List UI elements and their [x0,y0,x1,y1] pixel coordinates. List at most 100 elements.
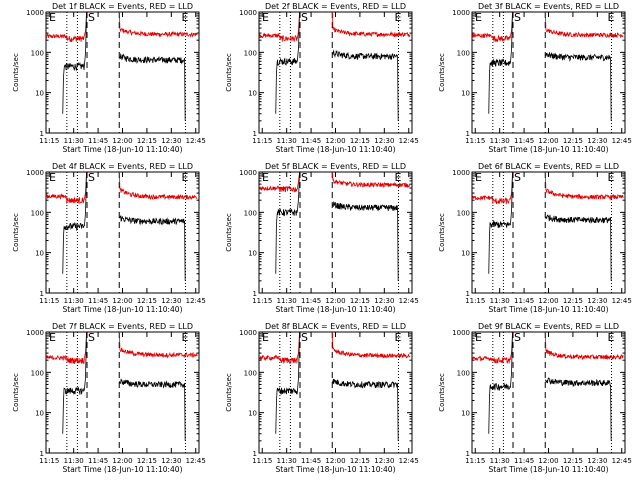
x-tick-label: 11:45 [88,457,108,465]
y-tick-label: 1 [40,450,44,458]
y-tick-label: 100 [244,209,257,217]
plot-frame [45,331,200,454]
x-tick-label: 12:15 [563,297,583,305]
lld-series-line [332,171,411,189]
y-tick-label: 100 [31,369,44,377]
y-tick-label: 100 [457,49,470,57]
y-tick-label: 100 [244,49,257,57]
marker-start-label: E [262,331,269,344]
x-tick-label: 12:30 [161,457,181,465]
y-axis-label: Counts/sec [438,373,446,412]
x-tick-label: 12:15 [137,297,157,305]
x-tick-label: 11:30 [277,297,297,305]
x-tick-label: 11:45 [514,297,534,305]
x-tick-label: 12:30 [587,457,607,465]
x-tick-label: 12:45 [612,137,632,145]
x-axis-label: Start Time (18-Jun-10 11:10:40) [489,145,609,154]
x-tick-label: 11:45 [301,137,321,145]
y-tick-label: 1000 [452,329,470,337]
lld-series-line [545,171,624,201]
y-tick-label: 100 [31,49,44,57]
lld-series-line [45,331,87,365]
x-tick-label: 11:30 [64,457,84,465]
panel-title: Det 8f BLACK = Events, RED = LLD [265,322,406,331]
x-tick-label: 11:30 [277,457,297,465]
x-axis-label: Start Time (18-Jun-10 11:10:40) [276,145,396,154]
panel-title: Det 2f BLACK = Events, RED = LLD [265,2,406,11]
chart-panel-1: Det 1f BLACK = Events, RED = LLD 1 10 100 10… [12,2,206,154]
x-tick-label: 11:30 [64,297,84,305]
x-tick-label: 12:15 [350,297,370,305]
marker-start-label: E [49,11,56,24]
x-tick-label: 11:45 [88,297,108,305]
marker-end-label: E [607,171,614,184]
y-tick-label: 100 [31,209,44,217]
y-tick-label: 1000 [452,9,470,17]
events-series-line [62,11,87,114]
x-tick-label: 12:30 [374,297,394,305]
x-tick-label: 12:00 [538,457,558,465]
marker-start-label: E [262,171,269,184]
y-tick-label: 100 [457,369,470,377]
events-series-line [332,201,399,281]
events-series-line [545,377,612,441]
x-tick-label: 12:00 [325,297,345,305]
x-tick-label: 12:00 [112,457,132,465]
lld-series-line [259,331,300,365]
x-tick-label: 12:45 [399,137,419,145]
events-series-line [275,11,300,114]
x-tick-label: 12:15 [350,457,370,465]
lld-series-line [471,171,513,205]
y-tick-label: 1 [253,450,257,458]
x-tick-label: 12:15 [137,457,157,465]
y-tick-label: 1000 [26,169,44,177]
events-series-line [332,378,399,441]
marker-start-label: E [262,11,269,24]
x-tick-label: 11:15 [465,137,485,145]
y-tick-label: 1 [253,130,257,138]
x-tick-label: 12:45 [399,297,419,305]
x-tick-label: 12:45 [186,297,206,305]
marker-end-label: E [394,11,401,24]
lld-series-line [119,171,198,201]
panel-title: Det 5f BLACK = Events, RED = LLD [265,162,406,171]
chart-panel-6: Det 6f BLACK = Events, RED = LLD 1 10 100 10… [438,162,632,314]
x-tick-label: 11:15 [39,457,59,465]
marker-end-label: E [181,331,188,344]
marker-saa-label: S [301,11,308,24]
marker-end-label: E [181,11,188,24]
x-tick-label: 12:00 [325,137,345,145]
x-tick-label: 12:00 [112,137,132,145]
x-tick-label: 11:45 [301,457,321,465]
y-tick-label: 1000 [239,169,257,177]
y-axis-label: Counts/sec [225,213,233,252]
events-series-line [119,53,186,121]
chart-panel-8: Det 8f BLACK = Events, RED = LLD 1 10 100 10… [225,322,419,474]
x-axis-label: Start Time (18-Jun-10 11:10:40) [63,145,183,154]
marker-start-label: E [475,11,482,24]
y-tick-label: 1000 [239,9,257,17]
lld-series-line [119,331,198,359]
y-axis-label: Counts/sec [438,53,446,92]
x-tick-label: 12:30 [161,297,181,305]
x-tick-label: 12:15 [563,137,583,145]
x-tick-label: 11:15 [252,137,272,145]
events-series-line [332,49,399,121]
marker-end-label: E [607,11,614,24]
lld-series-line [258,11,300,42]
x-tick-label: 11:45 [301,297,321,305]
x-tick-label: 11:30 [490,297,510,305]
lld-series-line [471,331,513,364]
x-tick-label: 12:15 [350,137,370,145]
y-axis-label: Counts/sec [225,53,233,92]
marker-end-label: E [394,331,401,344]
x-tick-label: 12:00 [112,297,132,305]
x-tick-label: 11:15 [465,297,485,305]
y-tick-label: 1 [253,290,257,298]
marker-saa-label: S [301,171,308,184]
events-series-line [275,331,300,434]
marker-end-label: E [181,171,188,184]
y-tick-label: 10 [461,410,470,418]
y-tick-label: 1000 [26,329,44,337]
